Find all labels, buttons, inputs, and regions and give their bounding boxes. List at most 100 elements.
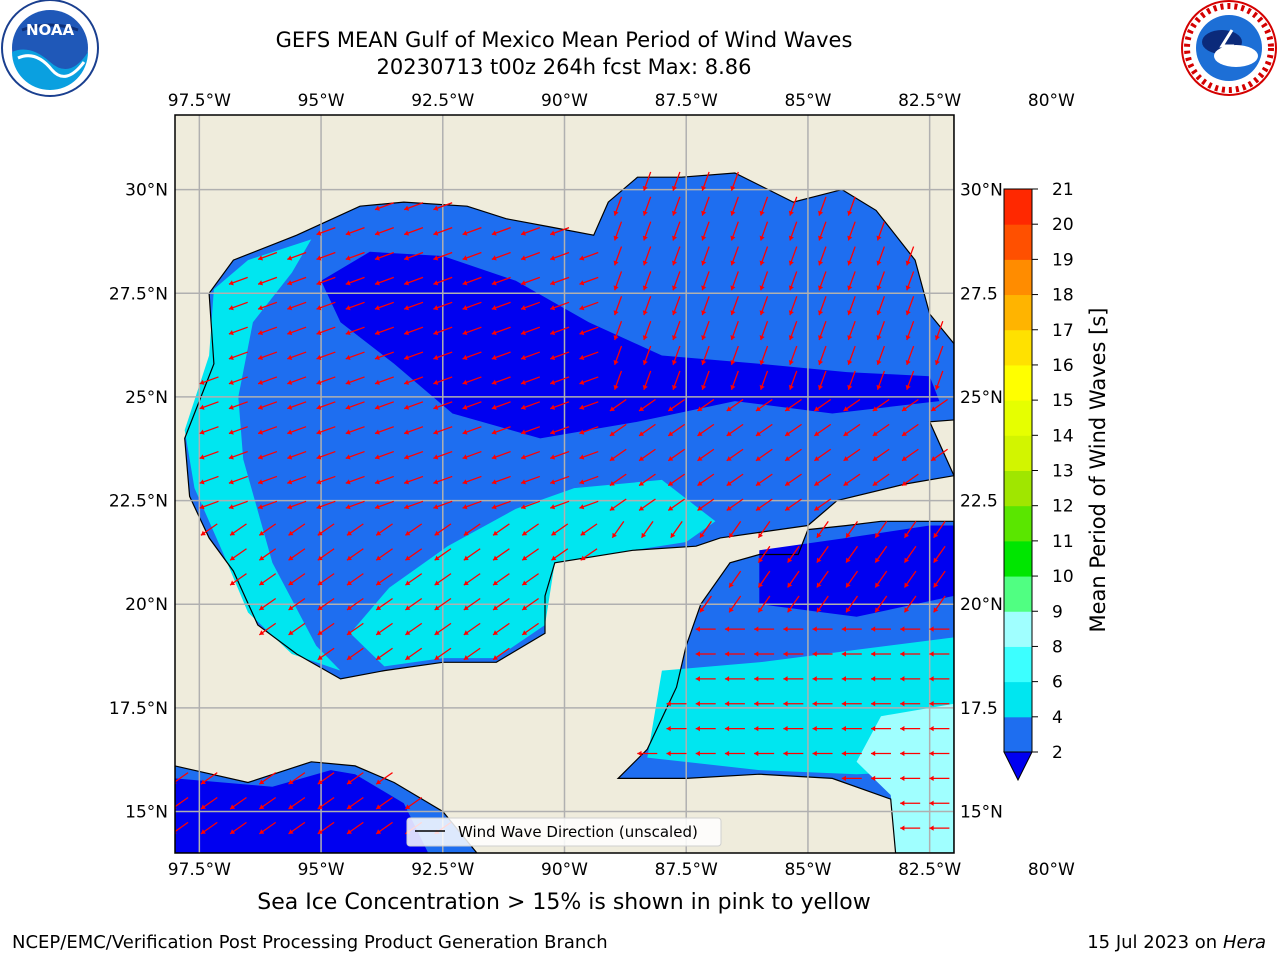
wind-wave-arrow	[730, 221, 739, 241]
wind-wave-arrow	[933, 570, 946, 588]
wind-wave-arrow	[491, 450, 511, 460]
wind-wave-arrow	[755, 423, 773, 437]
wind-wave-arrow	[288, 796, 306, 810]
wind-wave-arrow	[374, 276, 394, 286]
wind-wave-arrow	[695, 626, 716, 632]
wind-wave-arrow	[403, 251, 424, 261]
wind-wave-arrow	[613, 370, 623, 390]
wind-wave-arrow	[463, 573, 481, 586]
wind-wave-arrow	[730, 296, 739, 316]
wind-wave-arrow	[872, 398, 890, 412]
wind-wave-arrow	[728, 570, 742, 588]
wind-wave-arrow	[812, 651, 833, 657]
colorbar-tick-label-21: 21	[1052, 180, 1074, 200]
wind-wave-arrow	[724, 626, 745, 632]
wind-wave-arrow	[316, 376, 336, 385]
colorbar-tick-label-6: 6	[1052, 673, 1063, 693]
wind-wave-arrow	[818, 221, 827, 241]
wind-wave-arrow	[463, 523, 481, 536]
wind-wave-arrow	[905, 370, 915, 390]
colorbar-segment-17	[1004, 294, 1032, 331]
wind-wave-arrow	[257, 401, 278, 410]
wind-wave-arrow	[462, 426, 482, 435]
wind-wave-arrow	[609, 398, 627, 412]
wind-wave-arrow	[258, 548, 277, 561]
wind-wave-arrow	[695, 676, 716, 682]
wind-wave-arrow	[870, 775, 891, 782]
wind-wave-arrow	[346, 523, 364, 536]
wind-wave-arrow	[671, 320, 681, 341]
wind-wave-arrow	[903, 521, 917, 539]
wind-wave-arrow	[788, 271, 798, 291]
wind-wave-arrow	[317, 647, 335, 661]
wind-wave-arrow	[638, 423, 656, 437]
wind-wave-arrow	[724, 651, 745, 657]
wind-wave-arrow	[405, 573, 423, 586]
wind-wave-arrow	[375, 772, 393, 785]
wind-wave-arrow	[818, 271, 827, 291]
wind-wave-arrow	[345, 227, 365, 236]
wind-wave-arrow	[521, 622, 539, 636]
wind-wave-arrow	[783, 750, 804, 757]
wind-wave-arrow	[870, 651, 891, 657]
wind-wave-arrow	[521, 597, 539, 611]
wind-wave-arrow	[579, 276, 599, 286]
wind-wave-arrow	[580, 548, 598, 561]
wind-wave-arrow	[345, 450, 365, 460]
wind-wave-arrow	[900, 800, 921, 806]
wind-wave-arrow	[403, 475, 424, 485]
wind-wave-arrow	[784, 448, 802, 462]
sea-ice-note: Sea Ice Concentration > 15% is shown in …	[257, 890, 871, 915]
wind-wave-arrow	[845, 521, 859, 539]
wind-wave-arrow	[287, 251, 307, 261]
wind-wave-arrow	[316, 450, 336, 460]
wind-wave-arrow	[905, 320, 915, 341]
wind-wave-arrow	[317, 622, 335, 636]
wind-wave-arrow	[784, 498, 802, 511]
wind-wave-arrow	[345, 251, 365, 261]
lon-tick-bottom-1: 95°W	[298, 860, 345, 880]
wind-wave-arrow	[257, 475, 278, 485]
wind-wave-arrow	[550, 276, 570, 286]
lat-tick-right-3: 22.5	[960, 492, 998, 512]
lat-tick-right-1: 17.5	[960, 699, 998, 719]
wind-wave-arrow	[257, 301, 278, 311]
wind-wave-arrow	[784, 473, 802, 487]
wind-wave-arrow	[900, 725, 921, 732]
lat-tick-left-5: 27.5°N	[109, 284, 168, 304]
wind-wave-arrow	[258, 821, 277, 835]
wind-wave-arrow	[434, 622, 452, 636]
wind-wave-arrow	[492, 573, 510, 586]
wind-wave-arrow	[816, 595, 829, 613]
wind-wave-arrow	[492, 647, 510, 661]
wind-wave-arrow	[492, 523, 510, 536]
wind-wave-arrow	[200, 821, 218, 835]
noaa-logo-text: NOAA	[26, 21, 75, 39]
wind-wave-arrow	[287, 450, 307, 460]
wind-wave-arrow	[900, 651, 921, 657]
wind-wave-arrow	[491, 475, 511, 485]
wind-wave-arrow	[375, 821, 393, 835]
wind-wave-arrow	[845, 545, 859, 564]
wind-wave-arrow	[876, 370, 885, 390]
wind-wave-arrow	[870, 701, 891, 707]
wind-wave-arrow	[609, 473, 627, 487]
wind-wave-arrow	[755, 473, 773, 487]
wind-wave-arrow	[316, 475, 336, 485]
wind-wave-arrow	[579, 301, 599, 311]
wind-wave-arrow	[874, 521, 888, 539]
wind-wave-arrow	[847, 370, 856, 390]
lon-tick-bottom-2: 92.5°W	[411, 860, 474, 880]
wind-wave-arrow	[730, 320, 739, 341]
colorbar-tick-label-4: 4	[1052, 708, 1063, 728]
wind-wave-arrow	[670, 521, 683, 539]
wind-wave-arrow	[374, 202, 394, 211]
lon-tick-top-4: 87.5°W	[655, 91, 718, 111]
wind-wave-arrow	[671, 370, 681, 390]
wind-wave-arrow	[847, 345, 856, 366]
lat-tick-left-4: 25°N	[125, 388, 168, 408]
wind-wave-arrow	[200, 523, 218, 536]
wind-wave-arrow	[228, 401, 248, 410]
wind-wave-arrow	[843, 448, 861, 462]
lon-tick-bottom-5: 85°W	[784, 860, 831, 880]
